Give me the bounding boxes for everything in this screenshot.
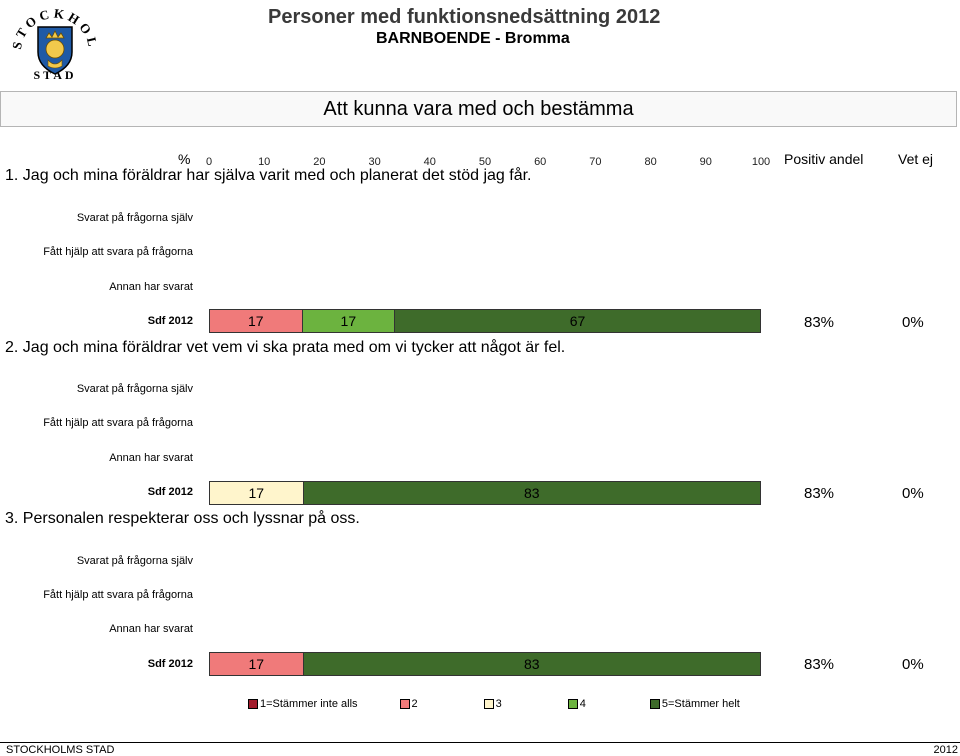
- axis-tick-label: 90: [699, 156, 712, 168]
- axis-tick-label: 50: [478, 156, 492, 168]
- positive-share: 83%: [804, 656, 835, 673]
- dont-know-share: 0%: [902, 485, 924, 502]
- bar-segment-value: 17: [248, 485, 265, 501]
- legend-item: 2: [399, 698, 418, 710]
- svg-text:STAD: STAD: [33, 68, 76, 82]
- axis-tick-label: 0: [205, 156, 213, 168]
- row-label-other: Annan har svarat: [109, 281, 193, 293]
- bar-segment: 83: [303, 482, 760, 504]
- legend-swatch: [399, 699, 410, 709]
- column-header-positive: Positiv andel: [784, 151, 864, 167]
- stacked-bar: 17 17 67: [209, 309, 761, 333]
- legend-swatch: [248, 699, 258, 709]
- legend-label: 1=Stämmer inte alls: [260, 698, 358, 710]
- section-header-box: [0, 91, 957, 127]
- positive-share: 83%: [804, 485, 835, 502]
- axis-tick-label: 40: [423, 156, 436, 168]
- axis-tick-label: 100: [751, 156, 771, 168]
- stacked-bar: 17 83: [209, 652, 761, 676]
- question-text: 1. Jag och mina föräldrar har själva var…: [5, 167, 532, 184]
- footer-year: 2012: [933, 744, 958, 756]
- row-label-other: Annan har svarat: [109, 452, 193, 464]
- axis-tick-label: 10: [258, 156, 271, 168]
- legend-label: 4: [579, 698, 586, 710]
- row-label-helped: Fått hjälp att svara på frågorna: [43, 417, 193, 429]
- legend-swatch: [567, 699, 578, 709]
- axis-tick-label: 20: [313, 156, 326, 168]
- bar-segment: 17: [210, 482, 304, 504]
- legend-swatch: [483, 699, 494, 709]
- stacked-bar: 17 83: [209, 481, 761, 505]
- question-text: 3. Personalen respekterar oss och lyssna…: [5, 510, 360, 527]
- axis-tick-label: 60: [534, 156, 547, 168]
- row-label-helped: Fått hjälp att svara på frågorna: [43, 246, 193, 258]
- bar-segment: 17: [302, 310, 396, 332]
- row-label-self: Svarat på frågorna själv: [76, 383, 193, 395]
- bar-segment: 67: [395, 310, 760, 332]
- axis-unit-label: %: [178, 151, 191, 167]
- row-label-other: Annan har svarat: [109, 623, 193, 635]
- row-label-sdf: Sdf 2012: [147, 658, 193, 670]
- legend: 1=Stämmer inte alls 2 3 4 5=Stämmer helt: [248, 698, 740, 710]
- bar-segment-value: 17: [247, 313, 264, 329]
- row-label-self: Svarat på frågorna själv: [76, 555, 193, 567]
- stockholm-logo: STOCKHOLMS STAD: [8, 0, 98, 82]
- row-label-sdf: Sdf 2012: [147, 315, 193, 327]
- legend-label: 2: [411, 698, 418, 710]
- legend-item: 5=Stämmer helt: [649, 698, 740, 710]
- legend-item: 1=Stämmer inte alls: [248, 698, 358, 710]
- axis-tick-label: 70: [589, 156, 602, 168]
- footer-org: STOCKHOLMS STAD: [6, 744, 115, 756]
- dont-know-share: 0%: [902, 656, 924, 673]
- question-text: 2. Jag och mina föräldrar vet vem vi ska…: [5, 339, 566, 356]
- bar-segment-value: 17: [340, 313, 357, 329]
- dont-know-share: 0%: [902, 314, 924, 331]
- bar-segment-value: 17: [248, 656, 265, 672]
- bar-segment: 17: [210, 310, 303, 332]
- legend-label: 5=Stämmer helt: [661, 698, 740, 710]
- column-header-dont-know: Vet ej: [898, 151, 934, 167]
- row-label-helped: Fått hjälp att svara på frågorna: [43, 589, 193, 601]
- legend-item: 3: [483, 698, 502, 710]
- bar-segment-value: 83: [523, 485, 540, 501]
- bar-segment: 17: [210, 653, 304, 675]
- footer-divider: [0, 742, 960, 743]
- row-label-self: Svarat på frågorna själv: [76, 212, 193, 224]
- bar-segment-value: 83: [523, 656, 540, 672]
- legend-swatch: [649, 699, 660, 709]
- page-subtitle: BARNBOENDE - Bromma: [376, 30, 570, 47]
- section-title: Att kunna vara med och bestämma: [323, 98, 634, 120]
- positive-share: 83%: [804, 314, 835, 331]
- legend-item: 4: [567, 698, 586, 710]
- page-title: Personer med funktionsnedsättning 2012: [268, 6, 661, 28]
- legend-label: 3: [495, 698, 502, 710]
- row-label-sdf: Sdf 2012: [147, 486, 193, 498]
- bar-segment-value: 67: [569, 313, 586, 329]
- axis-tick-label: 30: [368, 156, 381, 168]
- axis-tick-label: 80: [644, 156, 657, 168]
- bar-segment: 83: [303, 653, 760, 675]
